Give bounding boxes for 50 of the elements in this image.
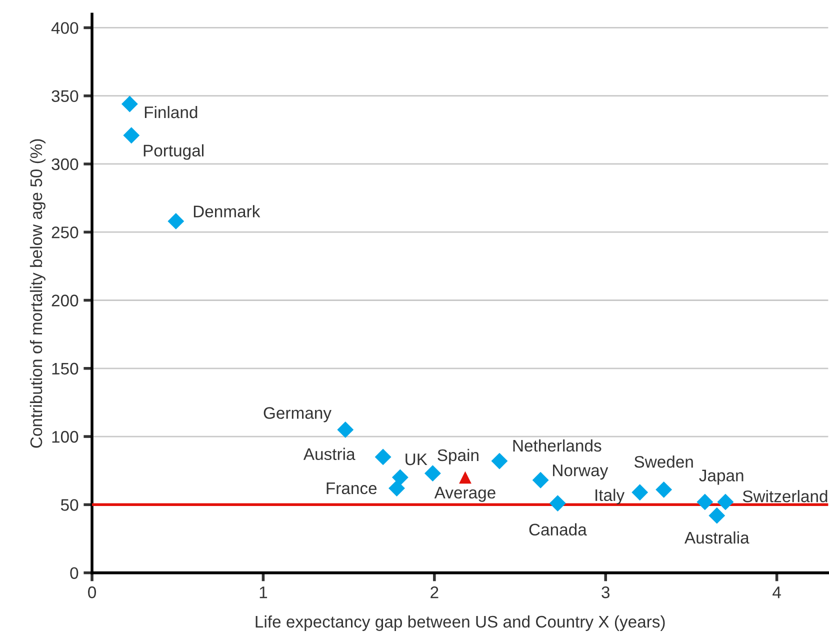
annotation: Netherlands [513, 439, 602, 452]
point [532, 472, 549, 488]
point [708, 507, 726, 524]
y-tick-label: 100 [52, 430, 78, 443]
annotation: UK [406, 454, 428, 466]
annotation: Italy [596, 488, 625, 504]
annotation: Austria [303, 448, 356, 460]
y-tick-label: 200 [52, 294, 78, 306]
annotation: Portugal [144, 144, 204, 160]
y-tick-label: 300 [52, 158, 78, 170]
y-axis-title: Contribution of mortality below age 50 (%) [30, 139, 46, 448]
point [337, 421, 354, 438]
y-tick-label: 0 [70, 567, 78, 580]
y-tick-label: 150 [52, 362, 78, 375]
x-tick-label: 3 [602, 586, 610, 598]
annotation: Spain [438, 448, 478, 464]
point [121, 96, 138, 112]
y-tick-label: 350 [52, 90, 78, 102]
point [392, 469, 408, 486]
point [424, 465, 441, 482]
point [168, 213, 184, 230]
annotation: Denmark [194, 205, 260, 218]
annotation: Canada [529, 523, 587, 536]
annotation: Sweden [634, 456, 693, 468]
point [374, 448, 392, 466]
point [656, 481, 672, 498]
annotation: France [326, 482, 377, 494]
point [717, 494, 734, 510]
point [696, 494, 714, 510]
x-axis-title: Life expectancy gap between US and Country X (years) [256, 615, 665, 631]
x-tick-label: 0 [88, 586, 96, 598]
point [549, 495, 566, 512]
annotation: Australia [684, 531, 750, 544]
annotation: Norway [553, 464, 608, 480]
point [632, 484, 648, 501]
y-tick-label: 250 [52, 226, 78, 238]
y-tick-label: 50 [60, 499, 78, 511]
x-tick-label: 4 [772, 586, 781, 598]
annotation: Switzerland [742, 490, 828, 502]
annotation: Germany [264, 407, 332, 422]
y-tick-label: 400 [51, 22, 78, 34]
annotation: Japan [699, 470, 744, 485]
point [459, 471, 472, 484]
point [388, 480, 405, 497]
x-tick-label: 2 [430, 586, 438, 598]
annotation: Average [434, 486, 496, 502]
annotation: Finland [144, 106, 198, 118]
x-tick-label: 1 [260, 586, 268, 598]
point [491, 452, 508, 470]
point [123, 127, 140, 144]
